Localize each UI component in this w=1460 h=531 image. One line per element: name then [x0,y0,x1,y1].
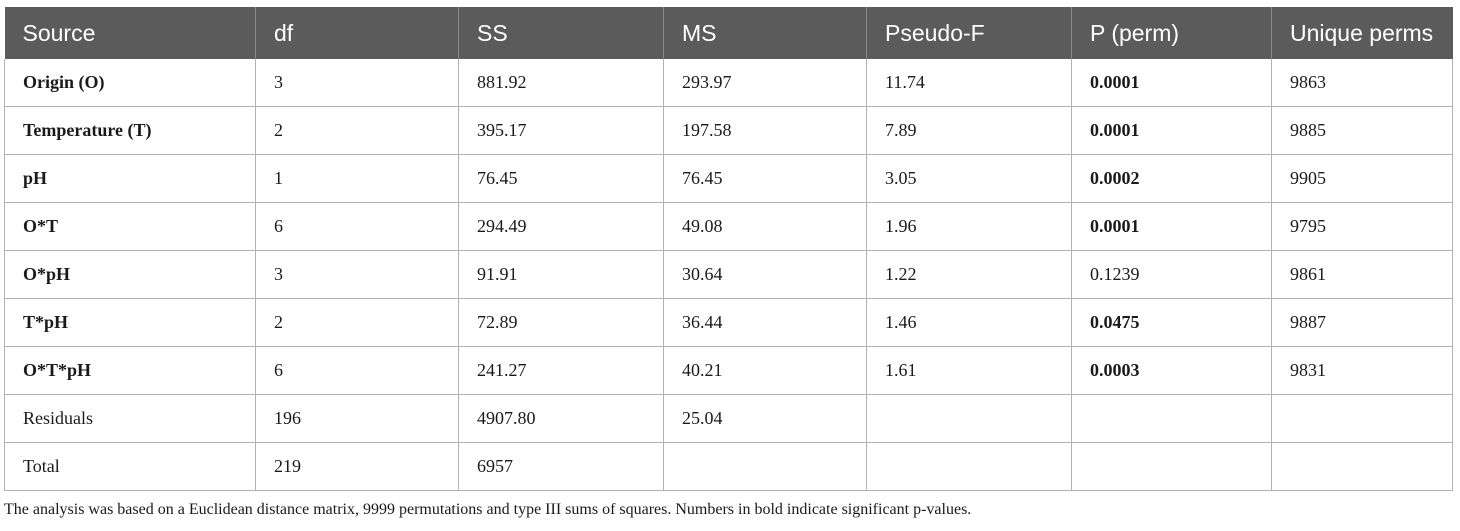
cell-p-perm: 0.0001 [1071,106,1272,155]
cell-source: O*pH [4,250,256,299]
cell-unique-perms: 9795 [1271,202,1453,251]
cell-ss: 395.17 [458,106,664,155]
cell-p-perm: 0.0001 [1071,202,1272,251]
cell-source: O*T*pH [4,346,256,395]
cell-df: 2 [255,106,459,155]
cell-unique-perms: 9885 [1271,106,1453,155]
cell-pseudo-f: 1.46 [866,298,1072,347]
cell-p-perm [1071,394,1272,443]
cell-df: 1 [255,154,459,203]
cell-df: 3 [255,59,459,107]
header-ms: MS [663,7,867,59]
cell-pseudo-f: 1.22 [866,250,1072,299]
cell-df: 196 [255,394,459,443]
cell-source: Residuals [4,394,256,443]
table-caption: The analysis was based on a Euclidean di… [4,501,972,518]
cell-df: 219 [255,442,459,491]
cell-pseudo-f: 1.96 [866,202,1072,251]
cell-ms: 36.44 [663,298,867,347]
cell-ms: 40.21 [663,346,867,395]
cell-df: 2 [255,298,459,347]
header-pseudo-f: Pseudo-F [866,7,1072,59]
table-header: Source df SS MS Pseudo-F P (perm) Unique… [4,7,1453,59]
cell-unique-perms: 9831 [1271,346,1453,395]
cell-ms: 25.04 [663,394,867,443]
cell-ms: 76.45 [663,154,867,203]
cell-ss: 76.45 [458,154,664,203]
header-df: df [255,7,459,59]
table-row: Temperature (T) 2 395.17 197.58 7.89 0.0001 98… [4,106,1453,155]
cell-unique-perms [1271,394,1453,443]
cell-pseudo-f: 11.74 [866,59,1072,107]
cell-unique-perms: 9861 [1271,250,1453,299]
cell-ms: 293.97 [663,59,867,107]
cell-source: Origin (O) [4,59,256,107]
cell-ss: 6957 [458,442,664,491]
header-ss: SS [458,7,664,59]
cell-unique-perms: 9887 [1271,298,1453,347]
cell-ss: 72.89 [458,298,664,347]
cell-pseudo-f: 1.61 [866,346,1072,395]
table-row: Total 219 6957 [4,442,1453,491]
cell-pseudo-f [866,394,1072,443]
cell-ms [663,442,867,491]
cell-unique-perms: 9905 [1271,154,1453,203]
cell-ss: 4907.80 [458,394,664,443]
table-row: O*T*pH 6 241.27 40.21 1.61 0.0003 9831 [4,346,1453,395]
permanova-table-container: Source df SS MS Pseudo-F P (perm) Unique… [4,7,1453,491]
cell-ss: 241.27 [458,346,664,395]
table-row: Origin (O) 3 881.92 293.97 11.74 0.0001 9863 [4,59,1453,107]
table-row: T*pH 2 72.89 36.44 1.46 0.0475 9887 [4,298,1453,347]
cell-ss: 91.91 [458,250,664,299]
cell-source: Temperature (T) [4,106,256,155]
cell-ms: 30.64 [663,250,867,299]
table-row: O*T 6 294.49 49.08 1.96 0.0001 9795 [4,202,1453,251]
cell-unique-perms [1271,442,1453,491]
cell-p-perm: 0.1239 [1071,250,1272,299]
cell-ms: 49.08 [663,202,867,251]
cell-df: 6 [255,202,459,251]
cell-pseudo-f: 3.05 [866,154,1072,203]
header-unique-perms: Unique perms [1271,7,1453,59]
cell-p-perm: 0.0001 [1071,59,1272,107]
table-row: O*pH 3 91.91 30.64 1.22 0.1239 9861 [4,250,1453,299]
cell-pseudo-f [866,442,1072,491]
cell-source: O*T [4,202,256,251]
cell-p-perm: 0.0003 [1071,346,1272,395]
cell-source: pH [4,154,256,203]
cell-pseudo-f: 7.89 [866,106,1072,155]
cell-df: 3 [255,250,459,299]
cell-df: 6 [255,346,459,395]
cell-unique-perms: 9863 [1271,59,1453,107]
cell-p-perm: 0.0002 [1071,154,1272,203]
table-row: Residuals 196 4907.80 25.04 [4,394,1453,443]
cell-ss: 881.92 [458,59,664,107]
cell-source: Total [4,442,256,491]
cell-p-perm [1071,442,1272,491]
cell-ms: 197.58 [663,106,867,155]
cell-source: T*pH [4,298,256,347]
header-source: Source [4,7,256,59]
cell-p-perm: 0.0475 [1071,298,1272,347]
cell-ss: 294.49 [458,202,664,251]
header-row: Source df SS MS Pseudo-F P (perm) Unique… [4,7,1453,59]
table-row: pH 1 76.45 76.45 3.05 0.0002 9905 [4,154,1453,203]
header-p-perm: P (perm) [1071,7,1272,59]
table-body: Origin (O) 3 881.92 293.97 11.74 0.0001 9863 Te… [4,59,1453,491]
permanova-table: Source df SS MS Pseudo-F P (perm) Unique… [4,7,1453,491]
